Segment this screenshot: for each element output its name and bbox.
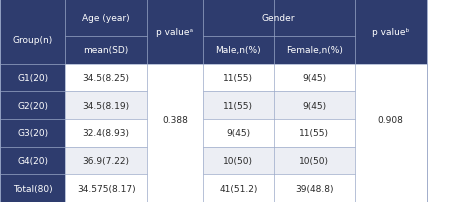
Text: p valueᵇ: p valueᵇ [372, 28, 409, 37]
Bar [65, 175, 147, 202]
Text: Group(n): Group(n) [13, 36, 53, 45]
Text: 34.5(8.25): 34.5(8.25) [82, 74, 130, 83]
Bar [355, 65, 427, 92]
Bar [147, 147, 203, 175]
Text: 9(45): 9(45) [227, 129, 250, 138]
Bar [147, 65, 203, 92]
Text: mean(SD): mean(SD) [83, 46, 129, 55]
Text: 34.5(8.19): 34.5(8.19) [82, 101, 130, 110]
Text: 10(50): 10(50) [223, 156, 254, 165]
Bar [355, 92, 427, 120]
Text: G1(20): G1(20) [17, 74, 48, 83]
Text: 36.9(7.22): 36.9(7.22) [82, 156, 130, 165]
Text: 9(45): 9(45) [302, 74, 326, 83]
Text: p valueᵃ: p valueᵃ [156, 28, 193, 37]
Bar [0, 65, 65, 92]
Text: 41(51.2): 41(51.2) [219, 184, 257, 193]
Bar [65, 147, 147, 175]
Bar [147, 175, 203, 202]
Bar [147, 92, 203, 120]
Bar [0, 92, 65, 120]
Text: 34.575(8.17): 34.575(8.17) [77, 184, 136, 193]
Text: Female,n(%): Female,n(%) [286, 46, 343, 55]
Bar [0, 0, 427, 65]
Text: 39(48.8): 39(48.8) [295, 184, 334, 193]
Bar [355, 175, 427, 202]
Bar [274, 65, 355, 92]
Bar [147, 120, 203, 147]
Bar [203, 65, 274, 92]
Bar [203, 92, 274, 120]
Bar [0, 120, 65, 147]
Text: Male,n(%): Male,n(%) [216, 46, 261, 55]
Text: Age (year): Age (year) [82, 14, 130, 23]
Bar [0, 147, 65, 175]
Bar [355, 120, 427, 147]
Bar [203, 120, 274, 147]
Text: 11(55): 11(55) [223, 74, 254, 83]
Text: G4(20): G4(20) [17, 156, 48, 165]
Text: 11(55): 11(55) [223, 101, 254, 110]
Bar [0, 175, 65, 202]
Bar [65, 65, 147, 92]
Bar [65, 120, 147, 147]
Text: 11(55): 11(55) [299, 129, 329, 138]
Text: 32.4(8.93): 32.4(8.93) [82, 129, 130, 138]
Bar [274, 92, 355, 120]
Bar [274, 175, 355, 202]
Text: Gender: Gender [262, 14, 295, 23]
Text: 10(50): 10(50) [299, 156, 329, 165]
Text: 0.908: 0.908 [378, 115, 403, 124]
Bar [65, 92, 147, 120]
Bar [203, 147, 274, 175]
Bar [355, 147, 427, 175]
Bar [274, 147, 355, 175]
Text: Total(80): Total(80) [13, 184, 53, 193]
Text: G3(20): G3(20) [17, 129, 48, 138]
Text: 9(45): 9(45) [302, 101, 326, 110]
Bar [274, 120, 355, 147]
Text: 0.388: 0.388 [162, 115, 188, 124]
Text: G2(20): G2(20) [17, 101, 48, 110]
Bar [203, 175, 274, 202]
